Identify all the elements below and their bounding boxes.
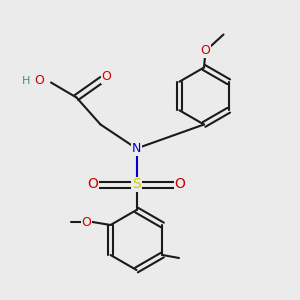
Text: H: H bbox=[22, 76, 31, 86]
Text: O: O bbox=[82, 215, 92, 229]
Text: O: O bbox=[175, 178, 185, 191]
Text: O: O bbox=[201, 44, 210, 58]
Text: S: S bbox=[132, 178, 141, 191]
Text: O: O bbox=[102, 70, 111, 83]
Text: O: O bbox=[35, 74, 44, 88]
Text: O: O bbox=[88, 178, 98, 191]
Text: N: N bbox=[132, 142, 141, 155]
